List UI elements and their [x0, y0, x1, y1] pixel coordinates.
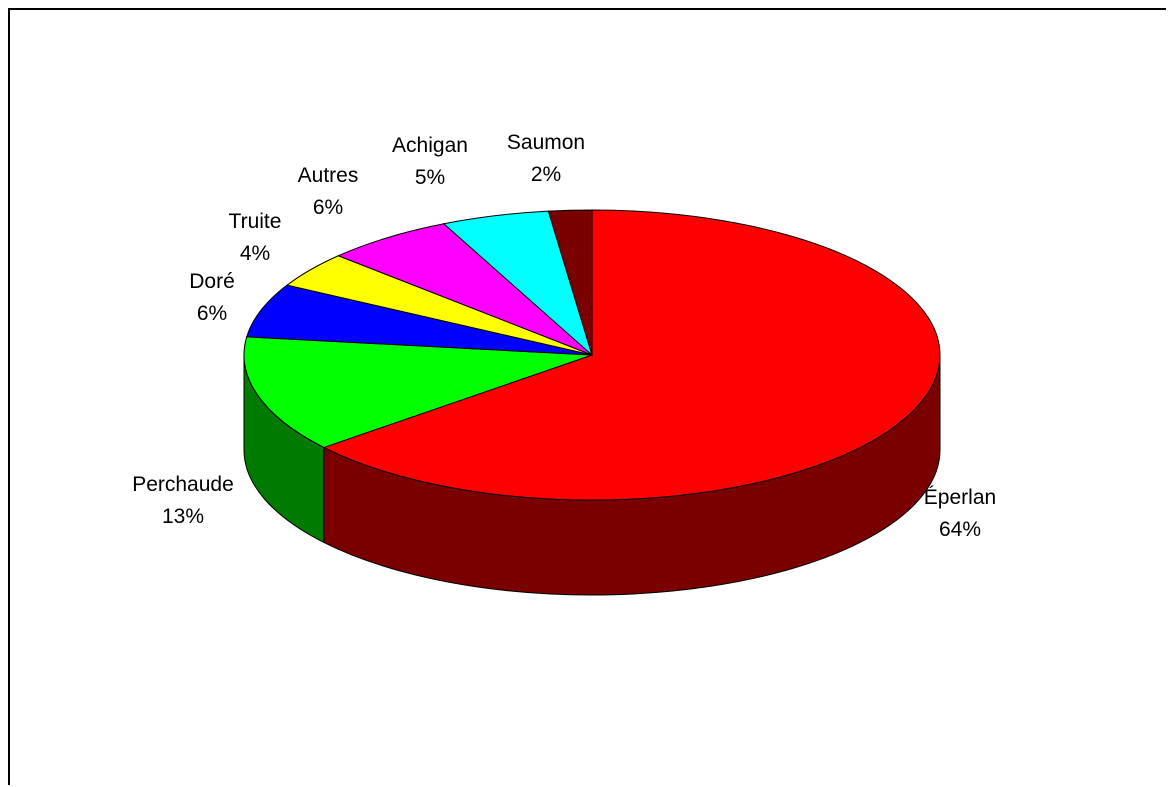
- slice-label-4: Autres: [298, 164, 359, 187]
- pie-slices: [243, 209, 941, 501]
- slice-percent-6: 2%: [531, 163, 561, 186]
- pie-slice-4: [337, 223, 593, 356]
- pie-labels: Éperlan 64% Perchaude 13% Doré 6% Truite 4% Autr…: [132, 131, 996, 541]
- pie-slice-0: [322, 209, 941, 501]
- pie-slice-2: [246, 284, 593, 356]
- slice-label-0: Éperlan: [924, 486, 996, 509]
- slice-label-5: Achigan: [392, 134, 468, 157]
- slice-percent-5: 5%: [415, 166, 445, 189]
- slice-label-2: Doré: [189, 270, 235, 293]
- slice-percent-1: 13%: [162, 505, 204, 528]
- pie-slice-6: [547, 209, 593, 356]
- slice-percent-4: 6%: [313, 196, 343, 219]
- slice-label-6: Saumon: [507, 131, 585, 154]
- slice-percent-0: 64%: [939, 518, 981, 541]
- slice-percent-2: 6%: [197, 302, 227, 325]
- slice-label-3: Truite: [229, 210, 282, 233]
- slice-label-1: Perchaude: [132, 473, 234, 496]
- pie-slice-1: [243, 336, 593, 448]
- slice-percent-3: 4%: [240, 242, 270, 265]
